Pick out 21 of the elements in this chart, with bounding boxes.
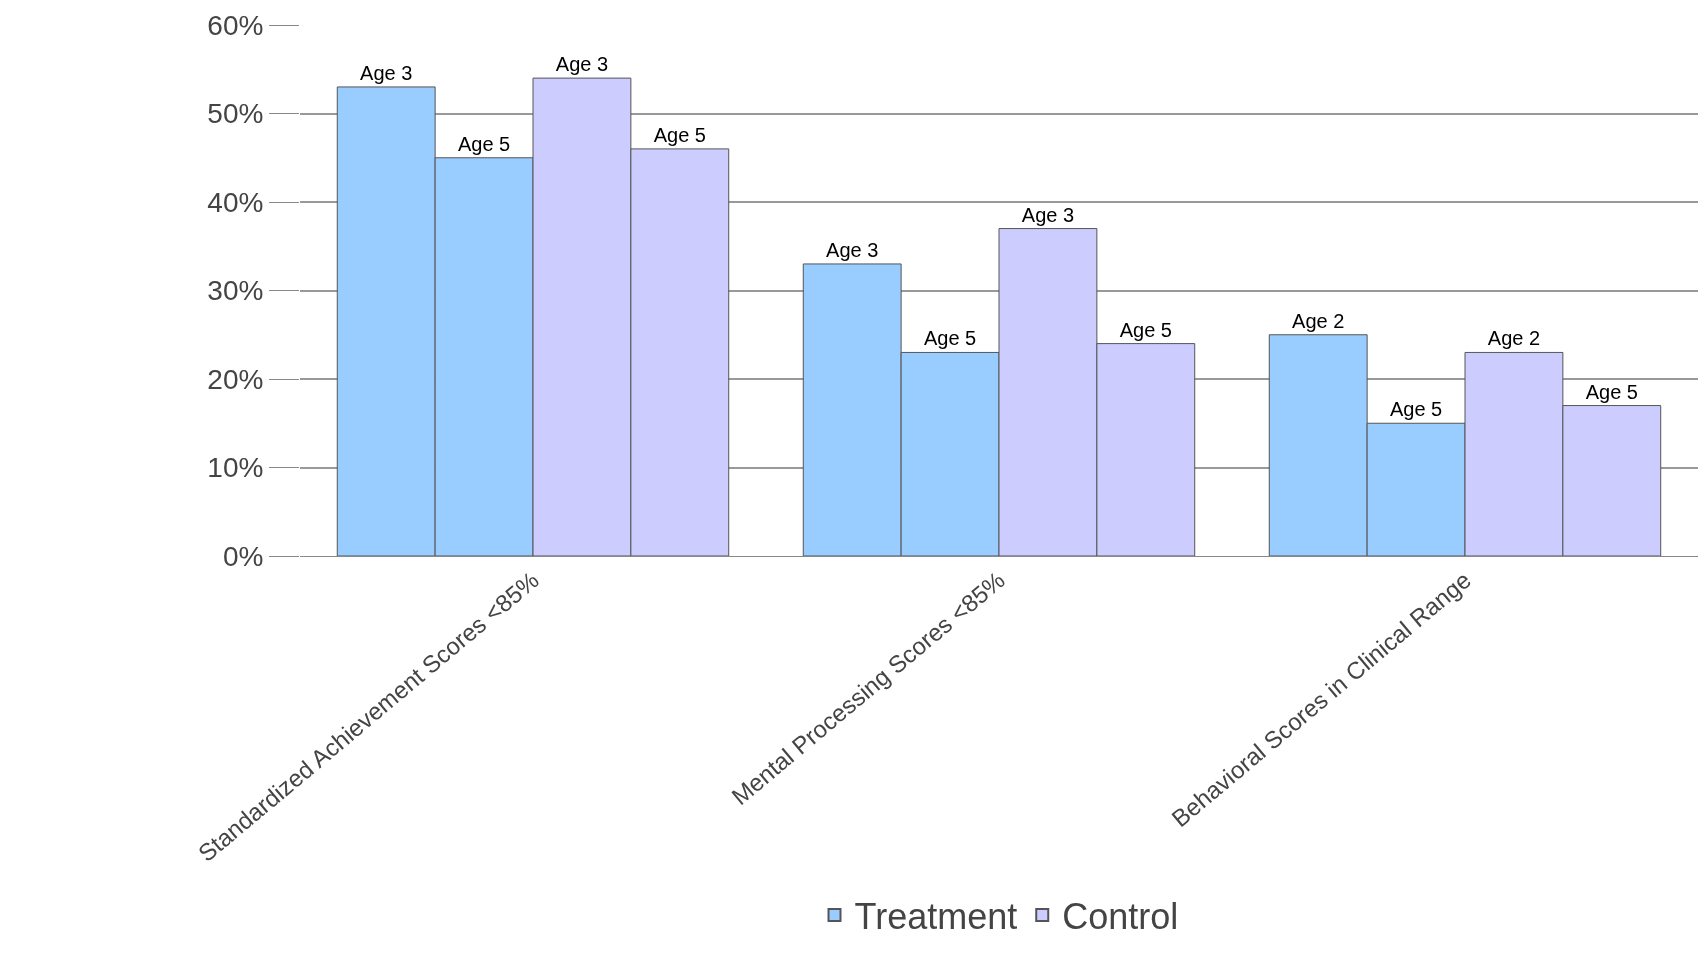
data-label: Age 5 — [1119, 318, 1172, 341]
y-tick-label: 50% — [207, 98, 264, 130]
y-tick-label: 0% — [222, 540, 264, 572]
data-label: Age 2 — [1487, 327, 1541, 350]
y-tick-label: 40% — [207, 186, 264, 218]
data-label: Age 5 — [1389, 398, 1443, 421]
data-label: Age 5 — [653, 123, 706, 146]
data-label: Age 2 — [1292, 309, 1345, 332]
data-label: Age 3 — [826, 238, 879, 261]
y-tick-label: 10% — [207, 452, 264, 484]
legend-label: Treatment — [854, 896, 1018, 938]
data-label: Age 3 — [555, 53, 609, 76]
data-label: Age 5 — [457, 132, 511, 155]
y-tick-label: 60% — [207, 9, 264, 41]
y-tick-label: 30% — [207, 275, 264, 307]
data-label: Age 5 — [1585, 380, 1638, 403]
data-label: Age 3 — [360, 61, 413, 84]
data-label: Age 3 — [1021, 203, 1075, 226]
data-label: Age 5 — [923, 327, 977, 350]
legend-label: Control — [1062, 896, 1179, 938]
y-tick-label: 20% — [207, 363, 264, 395]
